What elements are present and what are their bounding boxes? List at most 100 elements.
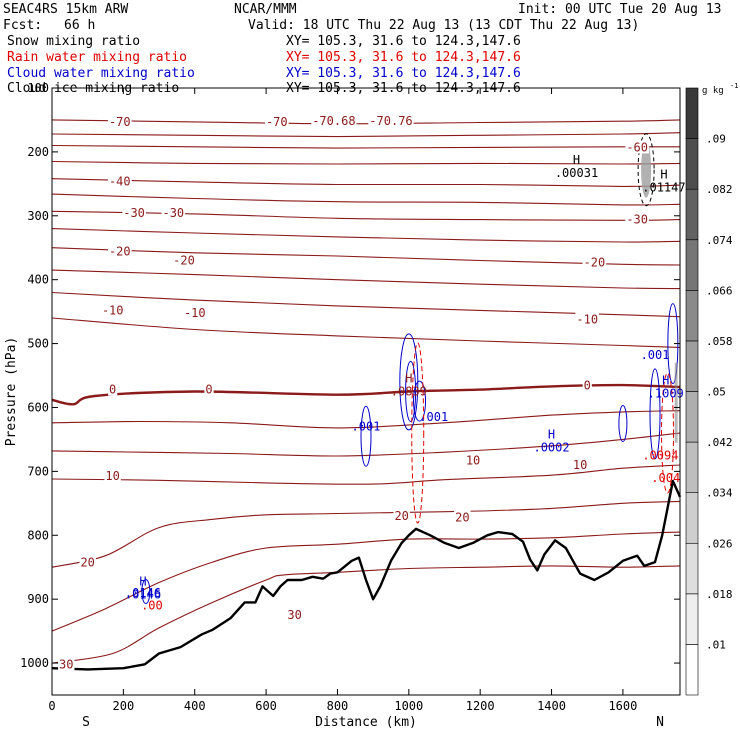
temperature-contour-line [51,410,681,429]
contour-label: 20 [80,556,94,570]
max-marker-value: .01147 [642,181,685,195]
contour-label-bg [311,114,357,128]
contour-label-bg [571,457,589,471]
contour-label: -20 [584,255,606,269]
endpoint-left-label: S [82,715,90,730]
rain-contour-label: .0094 [642,448,678,462]
temperature-contour-line [51,228,681,243]
field-xy-cloud-water: XY= 105.3, 31.6 to 124.3,147.6 [286,66,521,81]
max-marker-value: .0839 [391,384,427,398]
contour-label: -10 [102,303,124,317]
model-title: SEAC4RS 15km ARW [3,2,129,17]
cloud-water-contour [141,578,151,604]
temperature-contours [51,119,681,664]
y-tick-label: 700 [27,464,49,478]
colorbar-label: .066 [706,284,733,297]
contour-label-bg [264,114,289,128]
endpoint-right-label: N [656,715,664,730]
colorbar-label: .01 [706,638,726,651]
temperature-contour-line [51,565,681,664]
colorbar: .01 .018 .026 .034 .042 .05 .058 .066 .074 .082 .0… [685,82,738,696]
contour-label-bg [172,253,196,267]
contour-label: -20 [173,254,195,268]
max-marker-value: .1009 [648,386,684,400]
colorbar-label: .082 [706,183,733,196]
x-tick-label: 400 [184,699,206,713]
max-marker: H [660,168,667,182]
contour-label-bg [625,212,649,226]
contour-label: 20 [394,509,408,523]
contour-label-bg [464,453,482,467]
contour-label: -60 [626,140,648,154]
cloud-water-contour-label: .001 [641,348,670,362]
colorbar-swatch [685,391,699,443]
contour-label-bg [58,657,75,671]
field-xy-rain: XY= 105.3, 31.6 to 124.3,147.6 [286,50,521,65]
colorbar-swatch [685,542,699,595]
field-name-cloud-water: Cloud water mixing ratio [7,66,195,81]
x-axis-label: Distance (km) [315,715,417,730]
init-time: Init: 00 UTC Tue 20 Aug 13 [518,2,722,17]
max-marker: H [405,371,412,385]
temperature-contour-line [51,269,681,290]
contour-label: -20 [109,245,131,259]
hydrometeor-contours [141,133,679,604]
contour-label: 30 [287,608,301,622]
colorbar-label: .074 [706,234,733,247]
contour-label-bg [107,244,132,258]
max-marker: H [573,153,580,167]
colorbar-swatch [685,290,699,342]
contour-label: 10 [573,458,587,472]
max-marker-value: .0002 [533,441,569,455]
colorbar-swatch [685,138,699,190]
contour-label: 0 [584,379,591,393]
contour-label-bg [582,255,607,269]
contour-label-bg [575,312,600,326]
colorbar-swatch [685,239,699,291]
y-tick-label: 1000 [20,656,49,670]
temperature-contour-line [51,317,681,348]
colorbar-swatch [685,492,699,544]
contour-label: 0 [205,383,212,397]
contour-label-bg [100,303,125,317]
colorbar-label: .042 [706,436,733,449]
cloud-water-contour [360,405,372,467]
y-tick-label: 600 [27,400,49,414]
plot-border [51,87,681,696]
contour-label: 10 [466,454,480,468]
contour-label-bg [108,382,118,396]
colorbar-label: .018 [706,588,733,601]
colorbar-swatch [685,340,699,392]
cloud-water-contour [649,368,661,460]
field-name-rain: Rain water mixing ratio [7,50,188,65]
valid-time: Valid: 18 UTC Thu 22 Aug 13 (13 CDT Thu … [248,18,640,33]
y-tick-label: 900 [27,592,49,606]
temperature-contour-line [51,119,681,125]
y-tick-label: 300 [27,209,49,223]
temperature-contour-line [51,247,681,266]
colorbar-unit: g kg [702,86,724,96]
contour-label: 0 [109,383,116,397]
max-marker: H [139,575,146,589]
temperature-contour-line [51,178,681,187]
temperature-contour-line [51,132,681,138]
contour-label-bg [122,206,146,220]
colorbar-swatch [685,593,699,645]
rain-water-contour [661,372,675,494]
colorbar-swatch [685,644,699,696]
x-tick-label: 1400 [537,699,566,713]
y-tick-label: 200 [27,145,49,159]
contour-label: -70.76 [369,114,412,128]
contour-label-bg [104,468,121,482]
temperature-contour-line [51,500,681,568]
colorbar-swatch [685,441,699,493]
colorbar-unit-exponent: -1 [730,82,738,90]
max-marker-value: .00031 [555,166,598,180]
contour-label: -10 [576,312,598,326]
contour-label: -70.68 [312,114,355,128]
field-name-snow: Snow mixing ratio [7,34,141,49]
contour-label: -70 [266,115,288,129]
x-tick-label: 800 [327,699,349,713]
